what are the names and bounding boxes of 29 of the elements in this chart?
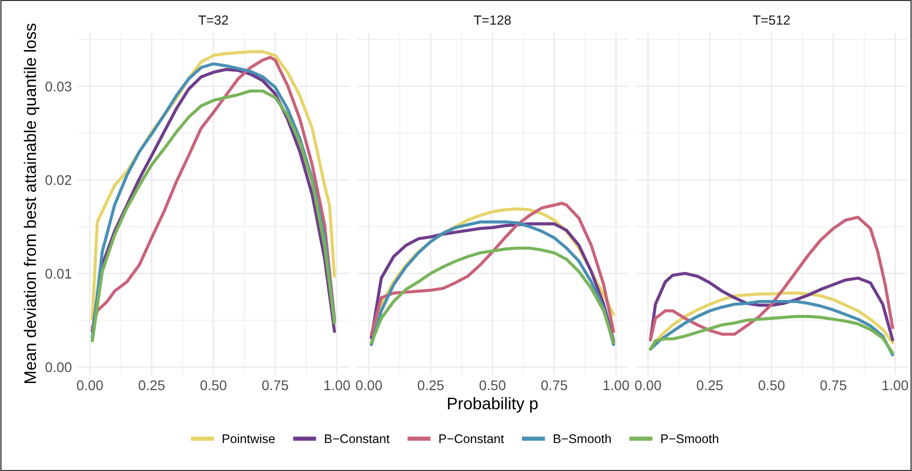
legend-label: P−Smooth	[661, 434, 718, 444]
x-tick-label: 0.50	[200, 380, 226, 390]
x-tick-label: 1.00	[324, 380, 350, 390]
legend-label: B−Smooth	[554, 434, 611, 444]
chart-title: T=512	[752, 15, 790, 25]
y-axis-title: Mean deviation from best attainable quantile loss	[24, 24, 40, 383]
y-tick-label: 0.01	[45, 268, 72, 279]
x-tick-label: 0.75	[262, 380, 288, 390]
y-tick-label: 0.03	[45, 82, 72, 92]
x-tick-label: 1.00	[604, 380, 629, 390]
x-tick-label: 0.25	[696, 380, 723, 390]
x-tick-label: 0.50	[480, 380, 506, 390]
legend-label: Pointwise	[222, 434, 275, 444]
y-tick-label: 0.02	[45, 175, 72, 186]
x-tick-label: 0.75	[820, 380, 846, 390]
chart-title: T=128	[474, 15, 511, 25]
legend-label: P−Constant	[439, 434, 504, 444]
x-tick-label: 0.00	[635, 380, 661, 390]
x-tick-label: 0.00	[76, 380, 103, 390]
x-tick-label: 0.00	[356, 380, 382, 390]
legend-label: B−Constant	[325, 434, 390, 444]
x-tick-label: 0.25	[418, 380, 444, 390]
x-axis-title: Probability p	[448, 397, 538, 413]
x-tick-label: 0.50	[758, 380, 785, 390]
chart-title: T=32	[198, 15, 228, 25]
x-tick-label: 1.00	[882, 380, 908, 390]
y-tick-label: 0.00	[45, 362, 72, 372]
x-tick-label: 0.25	[138, 380, 165, 390]
x-tick-label: 0.75	[541, 380, 568, 390]
